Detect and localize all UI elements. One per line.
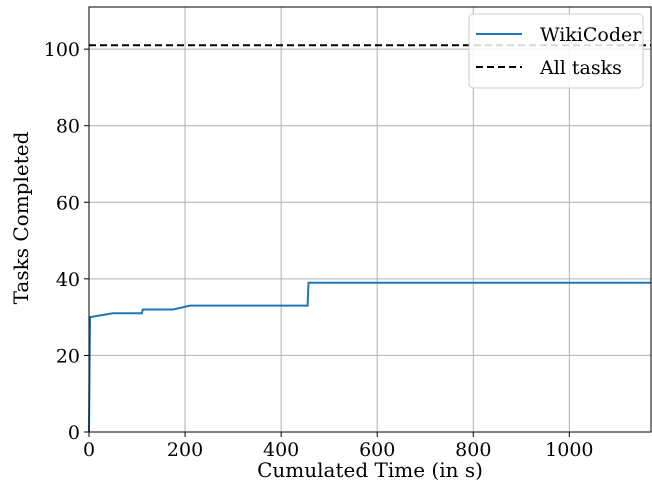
y-tick-label: 80 xyxy=(56,116,80,138)
y-tick-label: 0 xyxy=(68,422,80,444)
y-tick-label: 100 xyxy=(44,39,80,61)
plot-frame xyxy=(88,6,652,433)
x-tick-label: 800 xyxy=(455,439,491,461)
y-tick-label: 20 xyxy=(56,345,80,367)
series-line-wikicoder xyxy=(88,281,651,433)
x-tick-label: 1000 xyxy=(545,439,593,461)
y-axis-label: Tasks Completed xyxy=(9,131,33,304)
x-tick-label: 200 xyxy=(167,439,203,461)
axis-ticks: 0 200 400 600 800 1000 0 20 40 60 80 100 xyxy=(44,39,594,461)
series-layer xyxy=(88,44,651,433)
y-tick-label: 60 xyxy=(56,192,80,214)
x-tick-label: 0 xyxy=(83,439,95,461)
legend-box xyxy=(468,13,644,89)
y-tick-label: 40 xyxy=(56,269,80,291)
legend-label-all-tasks: All tasks xyxy=(539,57,622,79)
legend: WikiCoder All tasks xyxy=(468,13,644,89)
x-tick-label: 600 xyxy=(359,439,395,461)
legend-label-wikicoder: WikiCoder xyxy=(540,24,642,46)
x-tick-label: 400 xyxy=(263,439,299,461)
x-axis-label: Cumulated Time (in s) xyxy=(257,458,483,482)
